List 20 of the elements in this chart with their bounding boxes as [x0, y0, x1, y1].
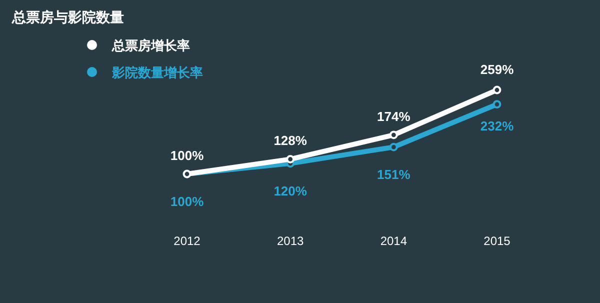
data-label: 151% — [377, 167, 411, 182]
data-label: 259% — [480, 62, 514, 77]
chart-title: 总票房与影院数量 — [11, 9, 124, 25]
data-label: 100% — [170, 194, 204, 209]
point — [389, 130, 398, 140]
data-label: 128% — [274, 133, 308, 148]
point — [389, 142, 398, 152]
point — [492, 100, 502, 108]
point — [492, 86, 502, 94]
legend-label: 影院数量增长率 — [111, 65, 203, 80]
legend-label: 总票房增长率 — [111, 38, 190, 53]
x-tick-label: 2013 — [276, 234, 304, 248]
x-tick-label: 2015 — [484, 234, 511, 248]
data-label: 100% — [170, 148, 204, 163]
data-label: 174% — [377, 108, 411, 124]
data-label: 120% — [274, 183, 308, 198]
x-tick-label: 2012 — [174, 234, 201, 248]
point — [286, 155, 295, 164]
x-tick-label: 2014 — [380, 234, 408, 248]
data-label: 232% — [480, 118, 514, 134]
